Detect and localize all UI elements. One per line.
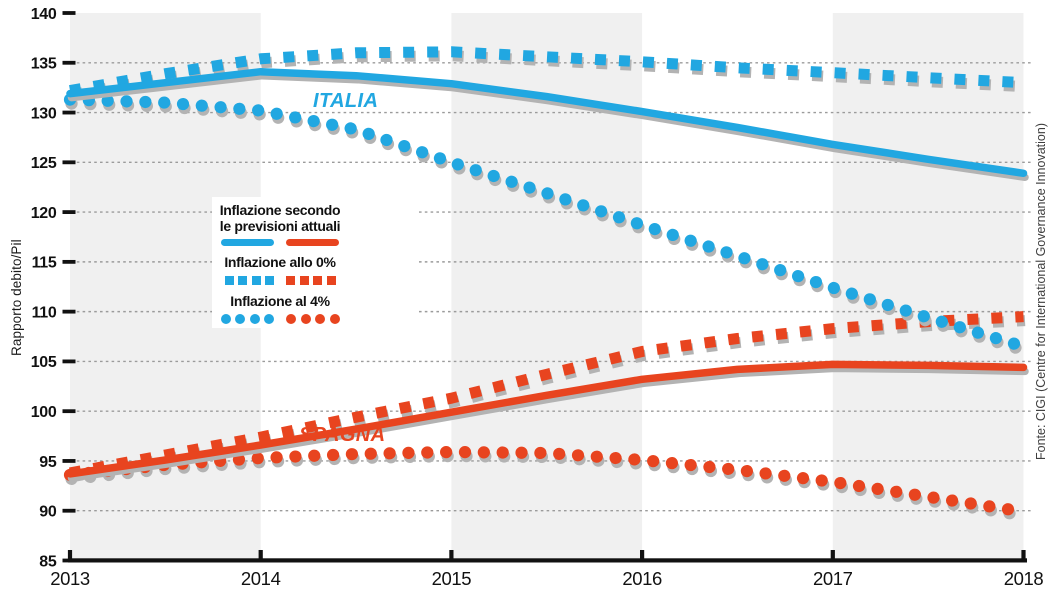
- y-tick-label: 135: [31, 56, 57, 73]
- y-tick: [62, 359, 76, 364]
- x-axis-line: [68, 558, 1027, 563]
- series-label-spagna: SPAGNA: [299, 424, 386, 446]
- x-tick-label: 2017: [813, 568, 853, 589]
- y-tick: [62, 110, 76, 115]
- y-tick-label: 140: [31, 6, 57, 23]
- y-tick-label: 125: [31, 155, 57, 172]
- legend-swatch-squares: [224, 275, 336, 285]
- x-tick: [449, 550, 454, 559]
- series-italia-solid: [66, 67, 1028, 178]
- x-tick-label: 2015: [432, 568, 472, 589]
- x-tick: [830, 550, 835, 559]
- year-band: [832, 13, 1024, 562]
- y-axis-title: Rapporto debito/Pil: [9, 239, 24, 356]
- y-tick-label: 120: [31, 205, 57, 222]
- y-tick-label: 115: [32, 255, 57, 272]
- y-tick: [62, 459, 76, 463]
- y-tick: [62, 11, 76, 15]
- y-tick-label: 95: [39, 454, 57, 471]
- y-tick: [62, 60, 76, 65]
- y-tick: [62, 259, 76, 264]
- x-tick: [67, 550, 73, 559]
- series-shadow-dotted: [65, 449, 1032, 522]
- source-credit: Fonte: CIGI (Centre for International Go…: [1034, 123, 1048, 460]
- y-tick: [62, 160, 76, 165]
- y-tick-label: 105: [31, 354, 57, 371]
- x-tick: [1021, 550, 1026, 559]
- legend-label-zero-percent: Inflazione allo 0%: [224, 254, 336, 270]
- series-shadow-solid: [67, 364, 1029, 482]
- y-tick: [62, 508, 76, 513]
- x-tick-label: 2013: [50, 568, 90, 589]
- legend-label-forecast-line1: Inflazione secondo: [219, 202, 341, 218]
- series-spagna-dashed-square: [68, 311, 1024, 479]
- series-label-italia: ITALIA: [313, 90, 379, 112]
- series-italia-dotted: [63, 93, 1030, 353]
- x-tick-label: 2014: [241, 568, 281, 589]
- y-tick-label: 90: [39, 504, 57, 521]
- x-tick: [640, 550, 645, 559]
- series-spagna-solid: [66, 360, 1028, 478]
- legend-square-dash-red-icon: [286, 275, 336, 285]
- legend-swatch-dots: [220, 314, 340, 324]
- legend: Inflazione secondo le previsioni attuali…: [212, 197, 417, 328]
- y-tick: [62, 409, 76, 414]
- legend-inner: Inflazione secondo le previsioni attuali…: [215, 202, 345, 333]
- legend-solid-line-red-icon: [286, 239, 339, 246]
- y-tick: [62, 210, 76, 214]
- legend-dot-blue-icon: [220, 314, 274, 324]
- y-tick-label: 130: [31, 105, 57, 122]
- legend-square-dash-blue-icon: [224, 275, 274, 285]
- y-tick-label: 85: [39, 553, 57, 570]
- legend-solid-line-blue-icon: [221, 239, 274, 246]
- series-italia-dashed-square: [69, 46, 1024, 97]
- legend-label-forecast-line2: le previsioni attuali: [219, 217, 341, 234]
- series-spagna-dotted: [63, 445, 1030, 518]
- x-tick-label: 2018: [1004, 568, 1044, 589]
- legend-dot-red-icon: [286, 314, 340, 324]
- y-tick-label: 100: [31, 404, 57, 421]
- y-tick-label: 110: [32, 304, 57, 321]
- y-tick: [62, 309, 76, 314]
- x-tick-label: 2016: [622, 568, 662, 589]
- legend-swatch-solid: [221, 239, 339, 246]
- legend-label-four-percent: Inflazione al 4%: [230, 292, 330, 309]
- x-tick: [258, 550, 263, 559]
